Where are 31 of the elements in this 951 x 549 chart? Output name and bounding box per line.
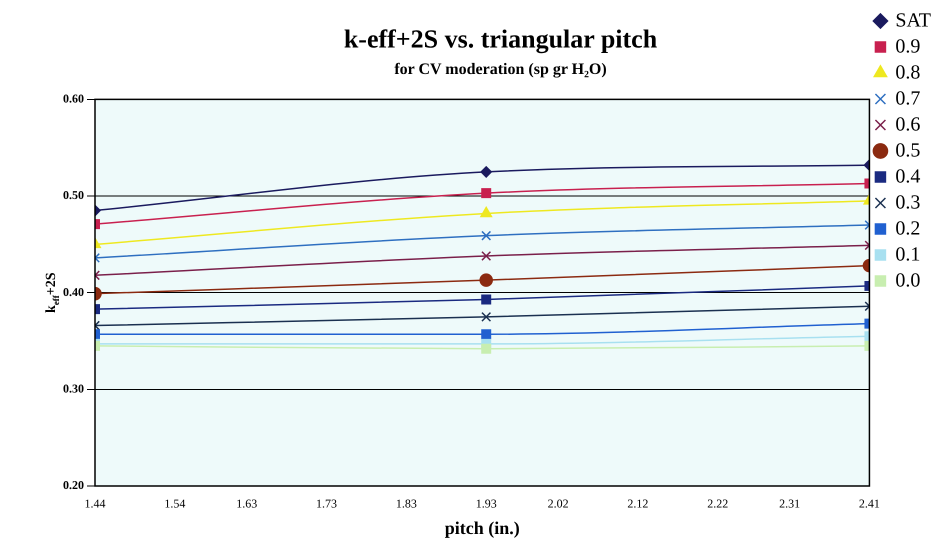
- x-tick-label: 1.93: [476, 496, 497, 510]
- x-axis-title: pitch (in.): [444, 518, 520, 538]
- y-axis-title: keff+2S: [44, 272, 61, 313]
- x-tick-label: 2.31: [779, 496, 800, 510]
- legend-label: SAT: [895, 9, 932, 32]
- y-tick-label: 0.20: [63, 478, 84, 492]
- x-tick-label: 2.22: [707, 496, 728, 510]
- legend-label: 0.3: [895, 191, 920, 214]
- legend-label: 0.7: [895, 87, 920, 110]
- legend-label: 0.2: [895, 217, 920, 240]
- x-tick-label: 1.73: [316, 496, 338, 510]
- y-tick-label: 0.60: [63, 91, 84, 106]
- y-tick-label: 0.50: [63, 188, 84, 202]
- legend-label: 0.9: [895, 35, 920, 58]
- chart-subtitle: for CV moderation (sp gr H₂O): [394, 60, 607, 78]
- x-tick-label: 1.44: [84, 496, 106, 510]
- legend-label: 0.6: [895, 113, 920, 136]
- x-tick-label: 1.54: [164, 496, 186, 510]
- x-tick-label: 2.02: [548, 496, 569, 510]
- chart-title: k-eff+2S vs. triangular pitch: [344, 24, 658, 54]
- x-tick-label: 1.63: [236, 496, 258, 510]
- legend-label: 0.4: [895, 165, 920, 188]
- x-tick-label: 2.41: [858, 496, 880, 510]
- legend-label: 0.1: [895, 243, 920, 266]
- legend-label: 0.8: [895, 61, 920, 84]
- legend-label: 0.0: [895, 269, 920, 292]
- x-tick-label: 2.12: [627, 496, 648, 510]
- x-tick-label: 1.83: [396, 496, 417, 510]
- y-tick-label: 0.30: [63, 381, 84, 396]
- legend-label: 0.5: [895, 139, 920, 162]
- y-tick-label: 0.40: [63, 284, 84, 299]
